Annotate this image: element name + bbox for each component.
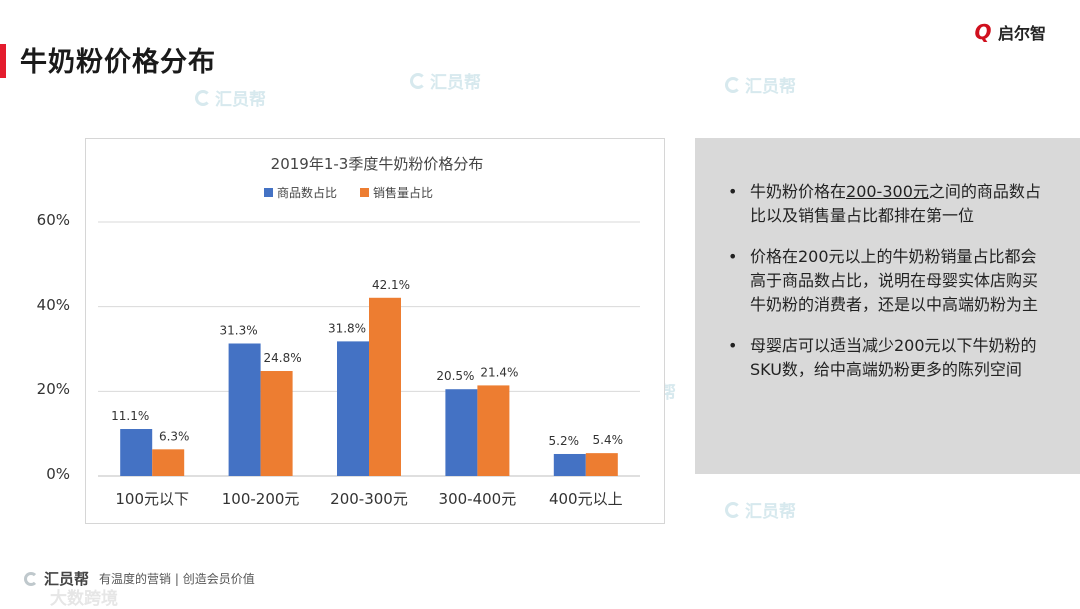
y-tick-label: 20% (36, 380, 70, 399)
brand-ring-icon (24, 571, 38, 586)
summary-text: 价格在200元以上的牛奶粉销量占比都会高于商品数占比，说明在母婴实体店购买牛奶粉… (750, 247, 1039, 314)
footer: 汇员帮 有温度的营销 | 创造会员价值 (24, 568, 255, 589)
watermark-icon (410, 72, 426, 89)
bar (369, 297, 401, 476)
data-label: 11.1% (111, 409, 149, 423)
bar (445, 389, 478, 476)
data-label: 21.4% (480, 365, 518, 379)
bar (553, 453, 586, 476)
watermark-icon (195, 89, 211, 106)
y-tick-label: 40% (36, 295, 70, 314)
data-label: 20.5% (436, 369, 474, 383)
legend-swatch (360, 188, 369, 197)
summary-highlight: 200-300元 (846, 182, 929, 201)
bullet-icon: • (728, 336, 738, 355)
bar (260, 371, 293, 476)
data-label: 6.3% (159, 429, 190, 443)
page-title: 牛奶粉价格分布 (20, 47, 216, 78)
watermark: 汇员帮 (410, 68, 481, 93)
footer-slogan: 有温度的营销 | 创造会员价值 (99, 572, 255, 586)
summary-text: 牛奶粉价格在 (750, 182, 847, 201)
bar (228, 343, 261, 476)
bar (152, 449, 185, 476)
summary-item: • 价格在200元以上的牛奶粉销量占比都会高于商品数占比，说明在母婴实体店购买牛… (728, 245, 1048, 317)
legend-label: 商品数占比 (277, 185, 337, 200)
chart-frame: 2019年1-3季度牛奶粉价格分布商品数占比 销售量占比 11.1% 6.3% 100元… (85, 138, 665, 524)
x-tick-label: 300-400元 (439, 490, 517, 508)
summary-panel: • 牛奶粉价格在200-300元之间的商品数占比以及销售量占比都排在第一位 • … (695, 138, 1080, 474)
bullet-icon: • (728, 247, 738, 266)
x-tick-label: 400元以上 (549, 490, 623, 508)
data-label: 31.3% (220, 323, 258, 337)
legend-swatch (264, 188, 273, 197)
data-label: 42.1% (372, 278, 410, 292)
watermark: 汇员帮 (725, 497, 796, 522)
title-accent-bar (0, 44, 6, 78)
x-tick-label: 100-200元 (222, 490, 300, 508)
bar (337, 341, 369, 476)
y-tick-label: 0% (46, 465, 70, 483)
bar (120, 429, 153, 476)
logo-text: 启尔智 (998, 24, 1047, 43)
watermark-icon (725, 501, 741, 518)
data-label: 5.4% (593, 433, 624, 447)
watermark: 汇员帮 (725, 72, 796, 97)
summary-list: • 牛奶粉价格在200-300元之间的商品数占比以及销售量占比都排在第一位 • … (728, 180, 1048, 399)
footer-brand: 汇员帮 (44, 570, 90, 588)
x-tick-label: 200-300元 (330, 490, 408, 508)
x-tick-label: 100元以下 (115, 490, 189, 508)
y-tick-label: 60% (36, 211, 70, 229)
summary-item: • 母婴店可以适当减少200元以下牛奶粉的SKU数，给中高端奶粉更多的陈列空间 (728, 334, 1048, 382)
brand-logo: Q 启尔智 (972, 20, 1046, 44)
chart-title: 2019年1-3季度牛奶粉价格分布 (271, 155, 484, 173)
data-label: 5.2% (549, 434, 580, 448)
data-label: 24.8% (264, 351, 302, 365)
summary-text: 母婴店可以适当减少200元以下牛奶粉的SKU数，给中高端奶粉更多的陈列空间 (750, 336, 1037, 379)
logo-mark-icon: Q (974, 20, 992, 44)
legend-label: 销售量占比 (373, 185, 433, 200)
bar (477, 385, 510, 476)
summary-text: 之间的商品数占比以及销售量占比都排在第一位 (750, 182, 1041, 225)
footer-watermark: 大数跨境 (50, 589, 118, 609)
watermark-icon (725, 76, 741, 93)
bar (585, 453, 618, 476)
bullet-icon: • (728, 182, 738, 201)
summary-item: • 牛奶粉价格在200-300元之间的商品数占比以及销售量占比都排在第一位 (728, 180, 1048, 228)
watermark: 汇员帮 (195, 85, 266, 110)
data-label: 31.8% (328, 321, 366, 335)
